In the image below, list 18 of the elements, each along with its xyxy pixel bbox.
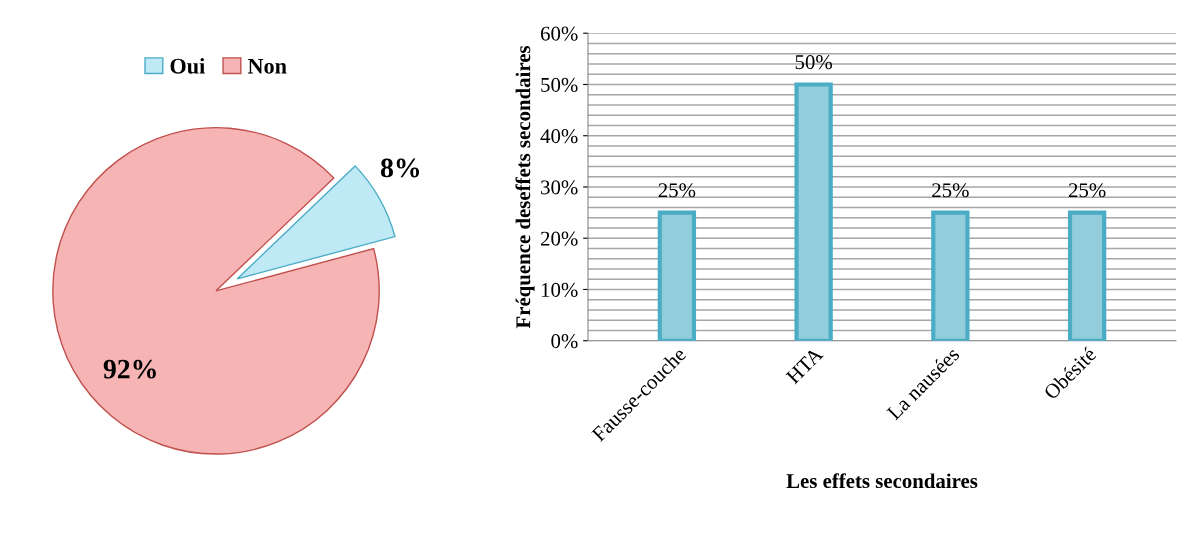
legend-label: Oui — [170, 58, 205, 74]
data-label: 25% — [932, 183, 969, 198]
y-tick-label: 20% — [541, 231, 578, 246]
data-label: 92% — [103, 359, 156, 379]
data-label: 50% — [795, 55, 833, 70]
y-tick-label: 0% — [551, 334, 578, 349]
data-label: 8% — [380, 158, 420, 178]
data-label: 25% — [1068, 183, 1106, 198]
y-tick-label: 50% — [541, 77, 578, 92]
y-tick-label: 30% — [541, 180, 578, 195]
y-tick-label: 60% — [540, 26, 578, 41]
y-tick-label: 40% — [540, 129, 578, 144]
legend-label: Non — [247, 58, 287, 74]
x-axis-title: Les effets secondaires — [786, 473, 978, 489]
y-axis-title: Fréquence deseffets secondaires — [515, 45, 535, 329]
y-tick-label: 10% — [541, 282, 578, 297]
data-label: 25% — [658, 183, 696, 198]
x-tick-label: HTA — [785, 346, 824, 385]
